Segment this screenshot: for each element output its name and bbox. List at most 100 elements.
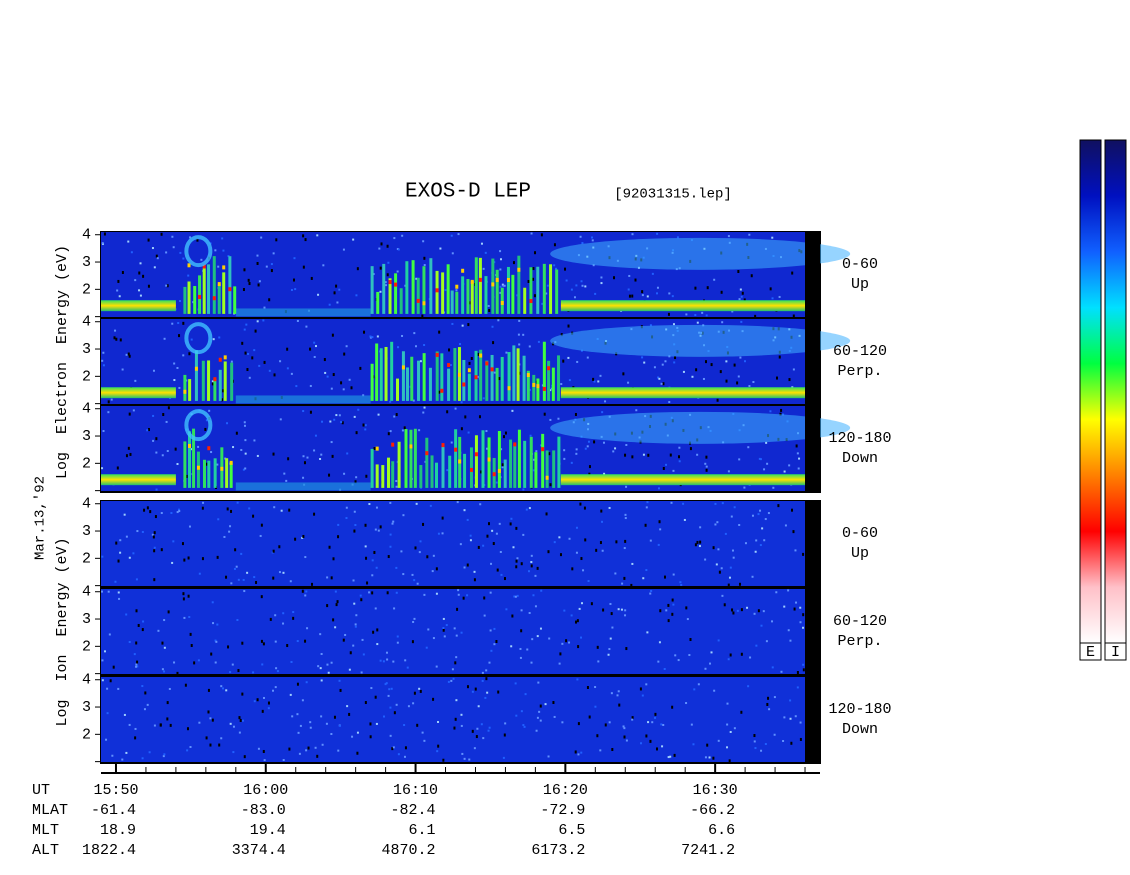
speckle	[278, 545, 281, 549]
speckle	[568, 641, 571, 644]
speckle	[568, 537, 571, 540]
speckle	[499, 291, 502, 294]
speckle	[467, 323, 470, 327]
burst	[396, 378, 400, 401]
speckle	[251, 356, 254, 360]
speckle	[792, 530, 795, 534]
speckle	[395, 566, 398, 569]
burst	[513, 444, 517, 488]
speckle	[698, 545, 701, 548]
burst	[430, 455, 434, 488]
ephemeris-name: MLAT	[32, 802, 68, 819]
speckle	[362, 423, 365, 427]
speckle	[320, 715, 323, 718]
y-axis-label: Log Electron Energy (eV)	[54, 245, 71, 479]
speckle	[591, 239, 594, 242]
ephemeris-value: -82.4	[391, 802, 436, 819]
speckle	[517, 333, 520, 336]
speckle	[302, 534, 305, 538]
burst	[517, 255, 521, 314]
speckle	[387, 261, 390, 264]
speckle	[586, 356, 589, 359]
speckle	[403, 724, 406, 727]
panel-label: 60-120	[833, 613, 887, 630]
speckle	[414, 546, 417, 550]
speckle	[608, 721, 611, 724]
speckle	[701, 311, 704, 314]
speckle	[392, 746, 395, 749]
speckle	[204, 427, 207, 431]
speckle	[499, 250, 502, 253]
burst	[376, 291, 380, 314]
speckle	[554, 267, 557, 270]
speckle	[492, 542, 495, 546]
speckle	[682, 502, 685, 505]
speckle	[230, 360, 233, 363]
speckle	[419, 540, 422, 543]
ephemeris-value: 18.9	[100, 822, 136, 839]
burst	[183, 286, 187, 314]
speckle	[387, 432, 390, 436]
burst	[207, 360, 211, 401]
speckle	[762, 610, 765, 613]
colorbar-label: I	[1111, 644, 1120, 661]
speckle	[389, 501, 392, 504]
speckle	[457, 589, 460, 592]
speckle	[296, 713, 299, 716]
speckle	[163, 646, 166, 649]
speckle	[659, 609, 662, 613]
speckle	[740, 320, 743, 323]
speckle	[301, 699, 304, 702]
speckle	[650, 589, 653, 592]
speckle	[372, 273, 375, 276]
speckle	[262, 642, 265, 646]
burst-peak	[491, 282, 495, 287]
ephemeris-value: 3374.4	[232, 842, 286, 859]
speckle	[182, 597, 185, 601]
speckle	[390, 687, 393, 690]
speckle	[691, 375, 694, 378]
speckle	[545, 512, 548, 516]
speckle	[493, 643, 496, 646]
speckle	[335, 603, 338, 607]
speckle	[282, 622, 285, 625]
speckle	[502, 284, 505, 287]
speckle	[438, 390, 441, 394]
speckle	[491, 325, 494, 328]
speckle	[672, 469, 675, 472]
speckle	[368, 503, 371, 506]
speckle	[354, 623, 357, 626]
speckle	[368, 591, 371, 594]
spectrogram-bg	[101, 501, 805, 586]
burst-peak	[461, 268, 465, 273]
speckle	[802, 668, 805, 672]
speckle	[302, 265, 305, 269]
burst	[375, 464, 379, 488]
speckle	[522, 333, 525, 336]
burst	[467, 373, 471, 401]
speckle	[616, 694, 619, 697]
speckle	[412, 702, 415, 705]
speckle	[717, 548, 720, 551]
speckle	[771, 236, 774, 239]
speckle	[106, 712, 109, 715]
speckle	[789, 717, 792, 720]
burst	[429, 258, 433, 314]
speckle	[799, 606, 802, 609]
speckle	[623, 727, 626, 730]
speckle	[413, 579, 416, 582]
speckle	[377, 529, 380, 532]
burst	[545, 450, 549, 488]
speckle	[777, 504, 780, 508]
ephemeris-value: 6.5	[558, 822, 585, 839]
speckle	[677, 659, 680, 662]
speckle	[789, 639, 792, 642]
speckle	[723, 603, 726, 607]
speckle	[276, 670, 279, 673]
speckle	[631, 455, 634, 459]
speckle	[463, 757, 466, 760]
speckle	[386, 273, 389, 277]
speckle	[740, 710, 743, 714]
burst	[223, 361, 227, 401]
speckle	[553, 715, 556, 718]
